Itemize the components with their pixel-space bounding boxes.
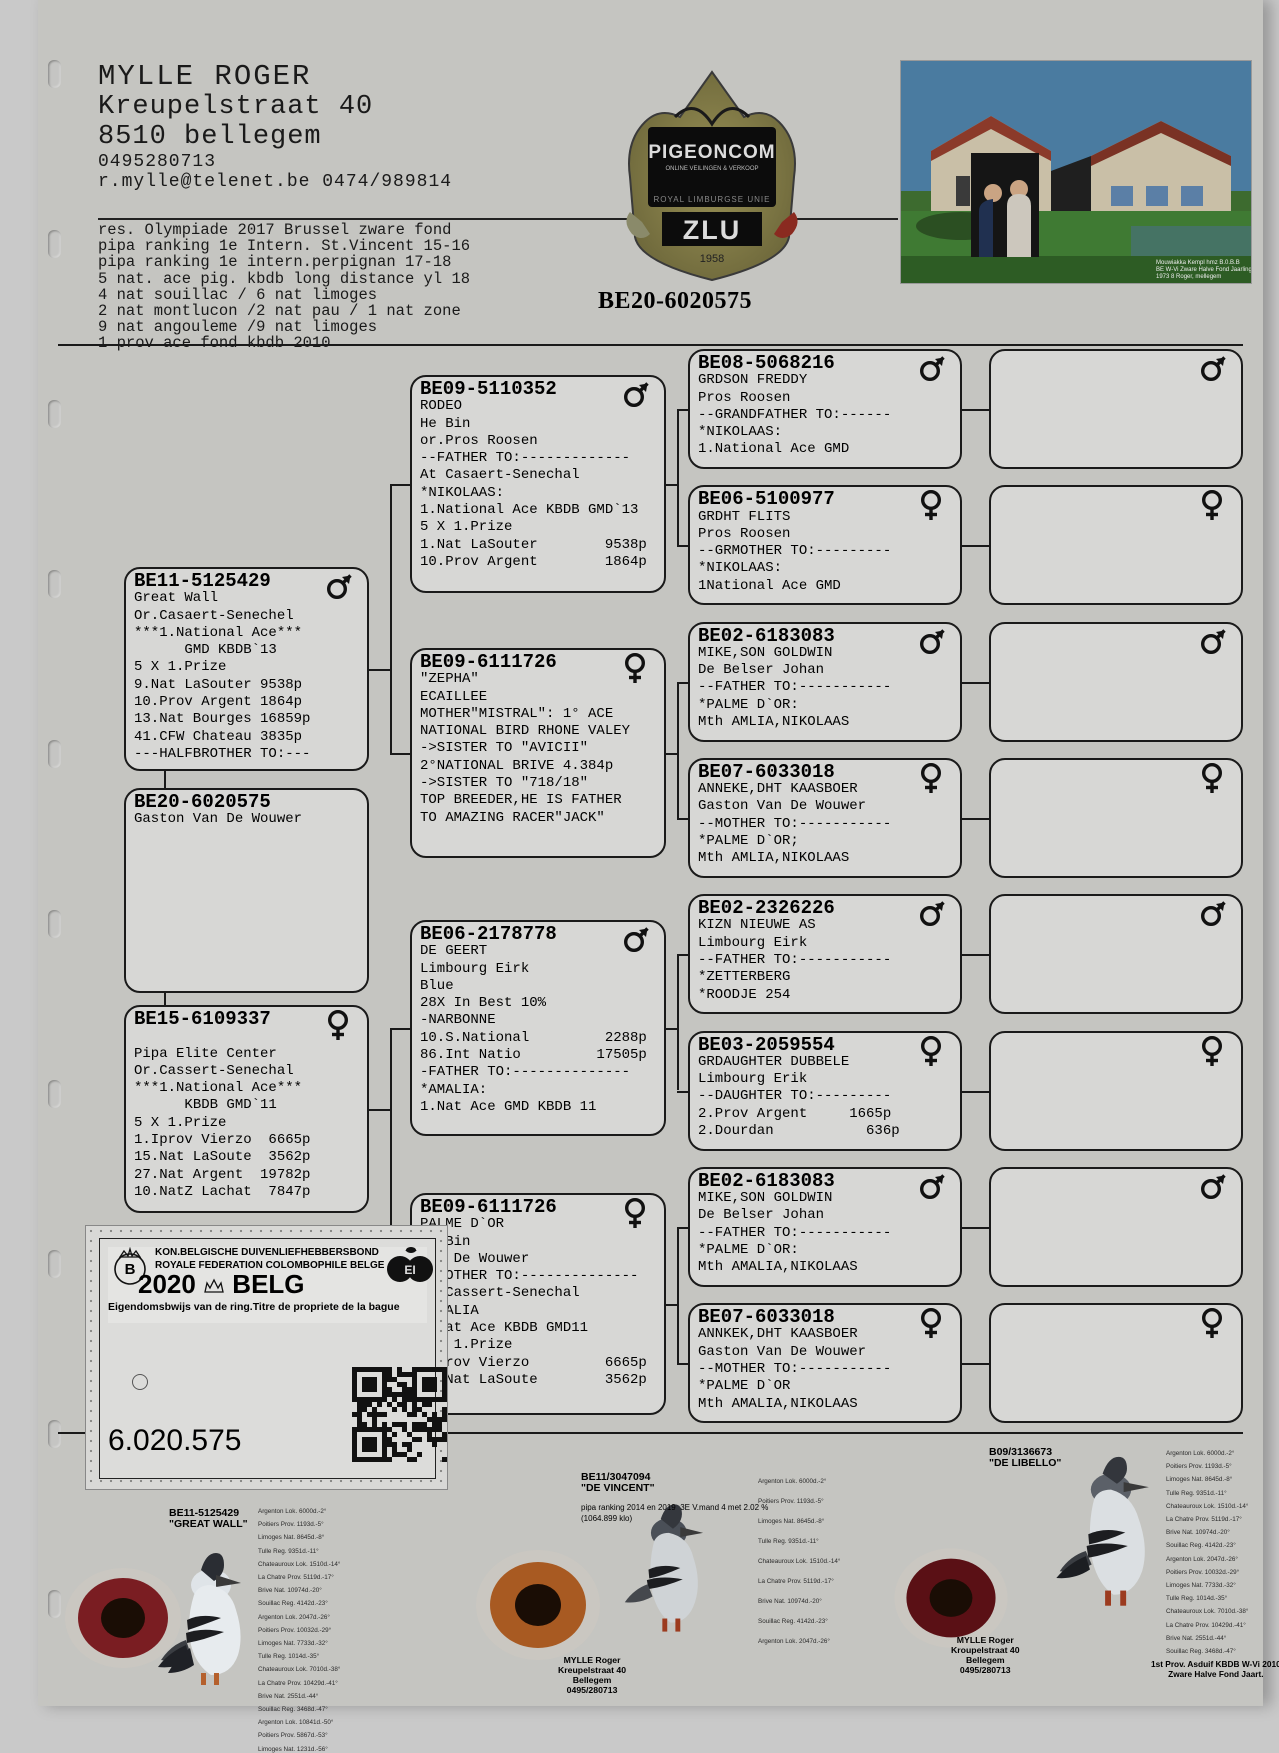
svg-text:ROYAL LIMBURGSE UNIE: ROYAL LIMBURGSE UNIE	[654, 195, 771, 204]
svg-text:KON.BELGISCHE DUIVENLIEFHEBBER: KON.BELGISCHE DUIVENLIEFHEBBERSBOND	[155, 1247, 379, 1258]
svg-text:ZLU: ZLU	[683, 215, 741, 245]
svg-text:ONLINE VEILINGEN & VERKOOP: ONLINE VEILINGEN & VERKOOP	[665, 166, 758, 172]
svg-text:B: B	[125, 1261, 136, 1278]
svg-text:EI: EI	[404, 1263, 415, 1277]
svg-text:1958: 1958	[700, 253, 724, 265]
svg-text:PIGEONCOM: PIGEONCOM	[648, 142, 775, 163]
